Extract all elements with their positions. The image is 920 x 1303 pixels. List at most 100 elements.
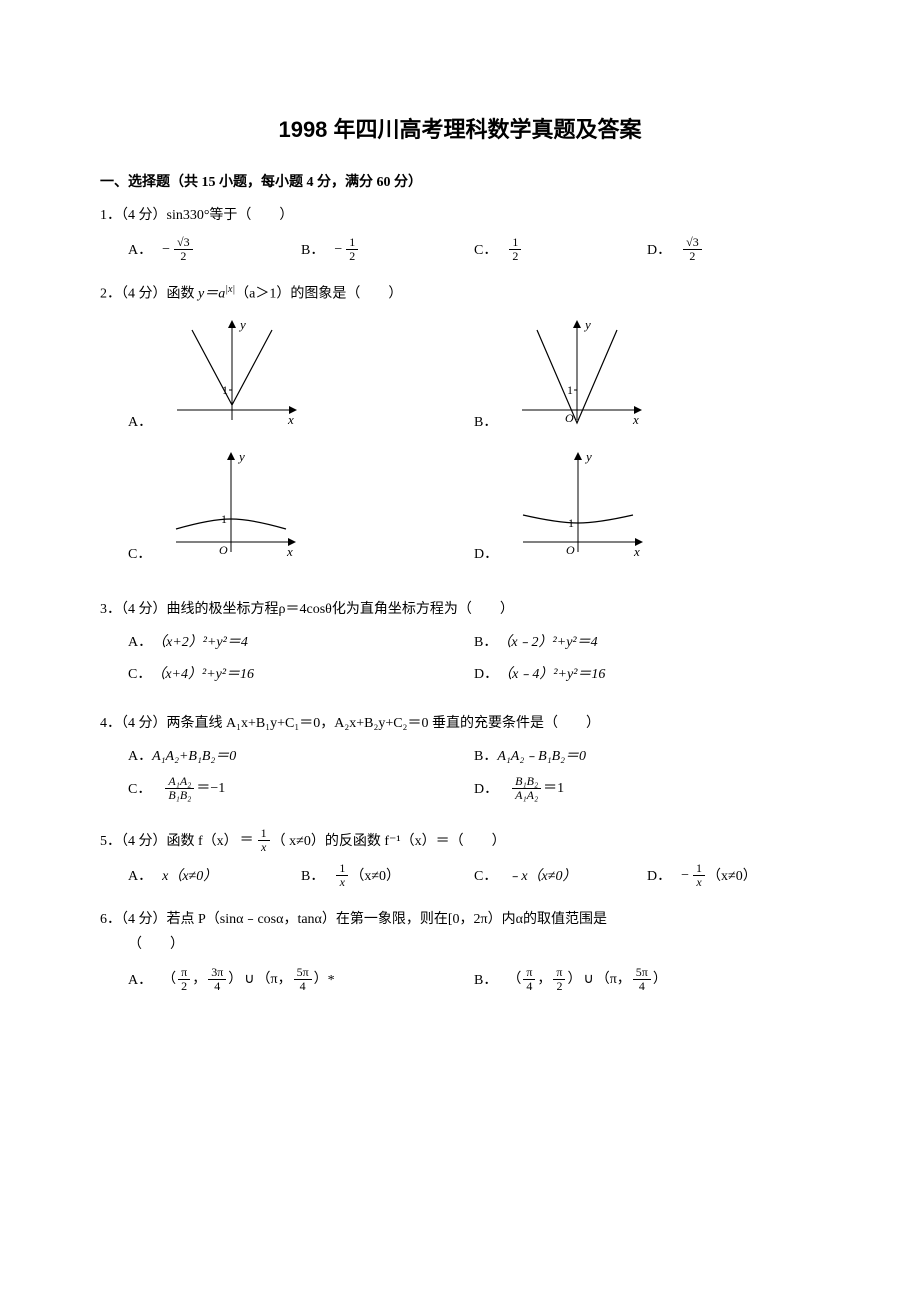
frac-den: 2 xyxy=(178,980,190,993)
q2-stem-suffix: （a＞1）的图象是（ ） xyxy=(235,287,402,302)
q1-c-value: 12 xyxy=(509,236,521,263)
svg-text:1: 1 xyxy=(568,516,574,530)
q6-opt-a: A． （ π2 ， 3π4 ） ∪ （π， 5π4 ） * xyxy=(128,966,474,993)
frac: π2 xyxy=(553,966,565,993)
q5-opt-c: C． ﹣x（x≠0） xyxy=(474,864,647,889)
opt-suffix: （x≠0） xyxy=(350,864,400,889)
frac: 5π4 xyxy=(633,966,651,993)
frac-num: π xyxy=(523,966,535,980)
frac-den: 2 xyxy=(346,250,358,263)
q2-graph-d: y x O 1 xyxy=(508,447,648,567)
q1-opt-a: A． − √32 xyxy=(128,236,301,263)
q4-c-rhs: ＝−1 xyxy=(196,776,225,801)
svg-text:y: y xyxy=(237,449,245,464)
svg-text:1: 1 xyxy=(221,512,227,526)
svg-text:x: x xyxy=(286,544,293,559)
opt-text: ﹣x（x≠0） xyxy=(507,864,576,889)
frac-num: 1 xyxy=(336,862,348,876)
paren: （ xyxy=(507,967,521,992)
question-5: 5．（4 分）函数 f（x） ＝ 1x （ x≠0）的反函数 f⁻¹（x）＝（ … xyxy=(100,827,820,890)
q5-stem: 5．（4 分）函数 f（x） ＝ 1x （ x≠0）的反函数 f⁻¹（x）＝（ … xyxy=(100,827,820,854)
q5-stem-frac: 1x xyxy=(258,827,270,854)
question-2: 2．（4 分）函数 y＝a|x|（a＞1）的图象是（ ） A． yx1 B． y… xyxy=(100,281,820,579)
q1-a-value: − √32 xyxy=(162,236,195,263)
paren: ） xyxy=(653,967,667,992)
frac: π4 xyxy=(523,966,535,993)
q1-b-value: − 12 xyxy=(334,236,360,263)
opt-text: （x﹣2）²+y²＝4 xyxy=(497,630,597,655)
svg-text:y: y xyxy=(238,317,246,332)
opt-label: B． xyxy=(301,864,324,889)
svg-text:x: x xyxy=(633,544,640,559)
frac-num: 3π xyxy=(208,966,226,980)
opt-text: （x+2）²+y²＝4 xyxy=(152,630,248,655)
q3-opt-c: C．（x+4）²+y²＝16 xyxy=(128,662,474,687)
q2-stem-prefix: 2．（4 分）函数 xyxy=(100,287,198,302)
q3-options: A．（x+2）²+y²＝4 B．（x﹣2）²+y²＝4 C．（x+4）²+y²＝… xyxy=(100,630,820,692)
frac-num: 5π xyxy=(294,966,312,980)
svg-text:y: y xyxy=(584,449,592,464)
question-3: 3．（4 分）曲线的极坐标方程ρ＝4cosθ化为直角坐标方程为（ ） A．（x+… xyxy=(100,597,820,693)
frac-num: B₁B₂ xyxy=(512,775,541,789)
svg-text:x: x xyxy=(632,412,639,427)
opt-text: A₁A₂+B₁B₂＝0 xyxy=(152,744,236,769)
frac-num: 1 xyxy=(693,862,705,876)
q2-graph-b: yxO1 xyxy=(507,315,647,435)
frac-den: 4 xyxy=(523,980,535,993)
paren: （π， xyxy=(596,967,631,992)
q2-stem: 2．（4 分）函数 y＝a|x|（a＞1）的图象是（ ） xyxy=(100,281,820,307)
frac: 3π4 xyxy=(208,966,226,993)
q5-eq: ＝ xyxy=(240,828,254,853)
q2-graph-c: y x O 1 xyxy=(161,447,301,567)
union: ∪ xyxy=(244,967,254,992)
q2-opt-d: D． y x O 1 xyxy=(474,447,820,567)
opt-label: C． xyxy=(128,662,151,687)
frac: π2 xyxy=(178,966,190,993)
opt-label: B． xyxy=(301,238,324,263)
paren: （π， xyxy=(257,967,292,992)
svg-text:O: O xyxy=(566,543,575,557)
svg-text:1: 1 xyxy=(567,383,573,397)
frac-den: x xyxy=(693,876,704,889)
svg-text:O: O xyxy=(219,543,228,557)
q4-opt-d: D． B₁B₂A₁A₂ ＝1 xyxy=(474,775,820,802)
opt-suffix: （x≠0） xyxy=(707,864,757,889)
opt-label: C． xyxy=(474,864,497,889)
tail: * xyxy=(328,968,335,993)
paren: ） xyxy=(314,967,328,992)
q5-opt-a: A． x（x≠0） xyxy=(128,864,301,889)
comma: ， xyxy=(192,967,206,992)
frac-den: 4 xyxy=(211,980,223,993)
opt-label: C． xyxy=(128,542,151,567)
q4-opt-a: A．A₁A₂+B₁B₂＝0 xyxy=(128,744,474,769)
frac-num: 5π xyxy=(633,966,651,980)
q5-b-frac: 1x xyxy=(336,862,348,889)
paren: ） xyxy=(567,967,581,992)
opt-label: C． xyxy=(128,777,151,802)
q1-options: A． − √32 B． − 12 C． 12 D． √32 xyxy=(100,236,820,263)
opt-label: D． xyxy=(474,542,498,567)
union: ∪ xyxy=(583,967,593,992)
opt-text: x（x≠0） xyxy=(162,864,217,889)
opt-text: （x﹣4）²+y²＝16 xyxy=(498,662,605,687)
question-6: 6．（4 分）若点 P（sinα﹣cosα，tanα）在第一象限，则在[0，2π… xyxy=(100,907,820,993)
q2-opt-b: B． yxO1 xyxy=(474,315,820,435)
q4-d-rhs: ＝1 xyxy=(543,776,564,801)
opt-label: A． xyxy=(128,968,152,993)
opt-label: D． xyxy=(647,864,671,889)
q6-stem-line1: 6．（4 分）若点 P（sinα﹣cosα，tanα）在第一象限，则在[0，2π… xyxy=(100,907,820,932)
question-1: 1．（4 分）sin330°等于（ ） A． − √32 B． − 12 C． … xyxy=(100,203,820,264)
q2-opt-c: C． y x O 1 xyxy=(128,447,474,567)
frac-num: π xyxy=(178,966,190,980)
frac-num: √3 xyxy=(174,236,193,250)
frac-den: x xyxy=(258,841,269,854)
opt-label: D． xyxy=(474,777,498,802)
frac-num: π xyxy=(553,966,565,980)
frac-den: A₁A₂ xyxy=(512,789,541,802)
q2-exp: |x| xyxy=(225,284,235,295)
svg-text:y: y xyxy=(583,317,591,332)
q6-stem-line2: （ ） xyxy=(100,932,820,957)
q1-opt-c: C． 12 xyxy=(474,236,647,263)
q6-options: A． （ π2 ， 3π4 ） ∪ （π， 5π4 ） * B． （ π4 ， … xyxy=(100,966,820,993)
frac-den: 2 xyxy=(509,250,521,263)
